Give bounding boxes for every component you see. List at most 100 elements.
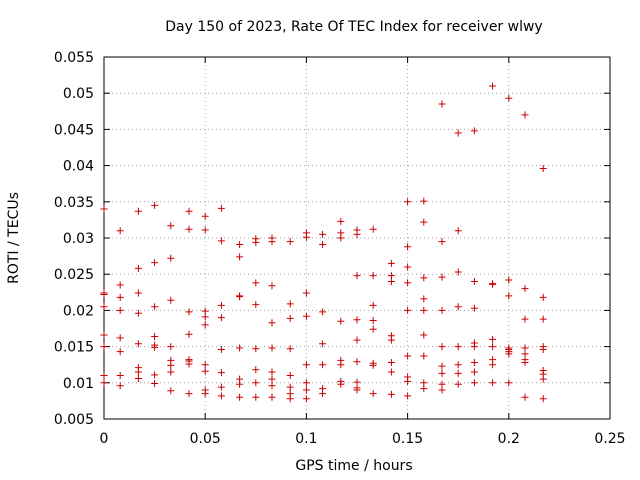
data-point xyxy=(100,290,108,298)
data-point xyxy=(100,303,108,311)
data-point xyxy=(470,368,478,376)
data-point xyxy=(470,343,478,351)
data-point xyxy=(404,198,412,206)
data-point xyxy=(454,268,462,276)
data-point xyxy=(201,321,209,329)
data-point xyxy=(167,254,175,262)
data-point xyxy=(217,237,225,245)
data-point xyxy=(252,379,260,387)
data-point xyxy=(134,374,142,382)
data-point xyxy=(470,304,478,312)
data-point xyxy=(151,343,159,351)
data-point xyxy=(404,279,412,287)
data-point xyxy=(369,225,377,233)
data-point xyxy=(521,393,529,401)
data-point xyxy=(369,301,377,309)
data-point xyxy=(505,276,513,284)
data-point xyxy=(167,387,175,395)
data-point xyxy=(286,383,294,391)
y-tick-label: 0.035 xyxy=(54,195,94,211)
data-point xyxy=(505,350,513,358)
data-point xyxy=(167,368,175,376)
data-point xyxy=(505,292,513,300)
data-point xyxy=(252,393,260,401)
data-point xyxy=(217,369,225,377)
y-tick-label: 0.045 xyxy=(54,122,94,138)
data-point xyxy=(505,94,513,102)
data-point xyxy=(454,380,462,388)
data-point xyxy=(521,315,529,323)
data-point xyxy=(302,361,310,369)
data-point xyxy=(353,272,361,280)
x-axis-tick-labels: 0 0.05 0.1 0.15 0.2 0.25 xyxy=(100,431,626,447)
y-tick-label: 0.01 xyxy=(63,376,94,392)
data-point xyxy=(454,343,462,351)
data-point xyxy=(201,313,209,321)
data-point xyxy=(236,393,244,401)
data-point xyxy=(387,390,395,398)
data-point xyxy=(319,390,327,398)
data-point xyxy=(489,280,497,288)
data-point xyxy=(353,386,361,394)
data-point xyxy=(302,379,310,387)
data-point xyxy=(539,395,547,403)
data-point xyxy=(201,212,209,220)
data-point xyxy=(134,368,142,376)
data-point xyxy=(100,372,108,380)
data-point xyxy=(387,277,395,285)
data-point xyxy=(268,344,276,352)
data-point xyxy=(151,259,159,267)
data-point xyxy=(489,82,497,90)
data-point xyxy=(201,367,209,375)
data-point xyxy=(302,395,310,403)
data-point xyxy=(489,335,497,343)
data-point xyxy=(420,197,428,205)
data-point xyxy=(404,352,412,360)
data-point xyxy=(252,279,260,287)
x-tick-label: 0.1 xyxy=(295,431,317,447)
data-point xyxy=(100,379,108,387)
data-point xyxy=(236,293,244,301)
data-point xyxy=(134,207,142,215)
data-point xyxy=(116,382,124,390)
data-point xyxy=(134,309,142,317)
data-point xyxy=(151,303,159,311)
y-tick-label: 0.025 xyxy=(54,267,94,283)
y-tick-label: 0.05 xyxy=(63,86,94,102)
data-point xyxy=(268,368,276,376)
data-point xyxy=(505,379,513,387)
data-point xyxy=(185,308,193,316)
data-point xyxy=(116,281,124,289)
data-point xyxy=(116,348,124,356)
data-point xyxy=(167,361,175,369)
data-point xyxy=(286,300,294,308)
data-point xyxy=(337,361,345,369)
data-point xyxy=(252,301,260,309)
data-point xyxy=(387,336,395,344)
data-point xyxy=(404,306,412,314)
data-point xyxy=(185,390,193,398)
data-point xyxy=(539,375,547,383)
data-point xyxy=(353,316,361,324)
y-tick-label: 0.04 xyxy=(63,159,94,175)
data-point xyxy=(369,317,377,325)
data-point xyxy=(387,359,395,367)
data-point xyxy=(217,314,225,322)
data-point xyxy=(337,234,345,242)
x-tick-label: 0.15 xyxy=(392,431,423,447)
data-point xyxy=(268,319,276,327)
data-point xyxy=(470,277,478,285)
data-point xyxy=(116,306,124,314)
data-point xyxy=(319,340,327,348)
data-point xyxy=(369,325,377,333)
data-point xyxy=(116,227,124,235)
data-point xyxy=(353,230,361,238)
data-point xyxy=(454,369,462,377)
data-point xyxy=(438,362,446,370)
data-point xyxy=(404,377,412,385)
data-point xyxy=(470,359,478,367)
data-point xyxy=(268,282,276,290)
data-point xyxy=(286,345,294,353)
data-point xyxy=(268,238,276,246)
